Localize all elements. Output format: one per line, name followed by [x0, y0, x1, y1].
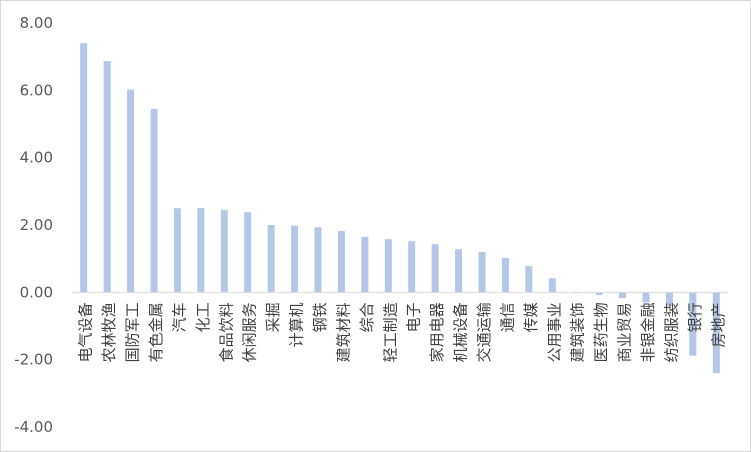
- x-tick-label: 商业贸易: [616, 302, 634, 362]
- x-tick-label: 机械设备: [452, 302, 470, 362]
- x-tick-label: 医药生物: [592, 302, 610, 362]
- x-tick-label: 电气设备: [77, 302, 95, 362]
- x-tick-label: 非银金融: [639, 302, 657, 362]
- x-tick-label: 休闲服务: [241, 302, 259, 362]
- x-tick-label: 综合: [358, 302, 376, 332]
- x-tick-label: 纺织服装: [662, 302, 680, 362]
- bar: [103, 61, 111, 293]
- x-tick-label: 传媒: [522, 302, 540, 332]
- y-tick-label: 0.00: [20, 283, 53, 301]
- x-tick-label: 农林牧渔: [100, 302, 118, 362]
- bar: [197, 208, 205, 293]
- x-tick-label: 银行: [686, 302, 704, 332]
- x-axis-labels: 电气设备 农林牧渔 国防军工 有色金属 汽车 化工 食品饮料 休闲服务 采掘 计算机 钢铁 建筑材料综…: [77, 302, 728, 362]
- bar: [455, 249, 463, 293]
- bar: [384, 239, 392, 293]
- bar: [220, 209, 228, 293]
- bar: [244, 212, 252, 293]
- bar: [431, 244, 439, 293]
- bar: [501, 257, 509, 293]
- x-tick-label: 食品饮料: [217, 302, 235, 362]
- bar: [173, 208, 181, 293]
- y-tick-label: -4.00: [14, 418, 53, 436]
- bar: [478, 251, 486, 293]
- bar: [408, 241, 416, 293]
- bar: [127, 89, 135, 293]
- bar: [548, 278, 556, 293]
- bar: [665, 292, 673, 306]
- y-tick-label: 8.00: [20, 14, 53, 32]
- x-tick-label: 轻工制造: [381, 302, 399, 362]
- bar: [619, 292, 627, 299]
- x-tick-label: 家用电器: [428, 302, 446, 362]
- bar: [689, 292, 697, 356]
- x-tick-label: 电子: [405, 302, 423, 332]
- bar: [80, 43, 88, 293]
- bar: [361, 236, 369, 293]
- x-tick-label: 通信: [498, 302, 516, 332]
- x-tick-label: 公用事业: [545, 302, 563, 362]
- y-tick-label: -2.00: [14, 351, 53, 369]
- bar: [595, 292, 603, 296]
- bar: [314, 227, 322, 293]
- x-tick-label: 采掘: [264, 302, 282, 332]
- bar: [525, 266, 533, 293]
- bar: [712, 292, 720, 374]
- bar-series: [80, 43, 720, 374]
- x-tick-label: 国防军工: [124, 302, 142, 362]
- bar: [642, 292, 650, 303]
- x-tick-label: 交通运输: [475, 302, 493, 362]
- x-tick-label: 建筑材料: [334, 302, 352, 362]
- bar: [291, 225, 299, 293]
- bar: [337, 231, 345, 293]
- y-tick-label: 4.00: [20, 149, 53, 167]
- y-tick-label: 6.00: [20, 81, 53, 99]
- x-tick-label: 钢铁: [311, 302, 329, 332]
- x-tick-label: 建筑装饰: [569, 302, 587, 362]
- bar: [150, 108, 158, 293]
- y-axis: 8.00 6.00 4.00 2.00 0.00 -2.00 -4.00: [14, 14, 53, 436]
- bar: [267, 225, 275, 293]
- x-tick-label: 房地产: [709, 302, 727, 347]
- x-tick-label: 汽车: [170, 302, 188, 332]
- x-tick-label: 计算机: [288, 302, 306, 347]
- y-tick-label: 2.00: [20, 216, 53, 234]
- x-tick-label: 有色金属: [147, 302, 165, 362]
- x-tick-label: 化工: [194, 302, 212, 332]
